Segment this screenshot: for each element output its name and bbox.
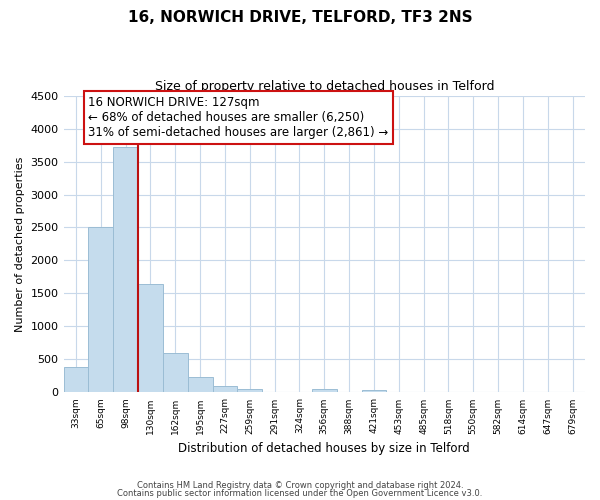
Bar (88, 228, 113, 392)
Bar (312, 389, 337, 392)
Bar (163, 353, 188, 393)
Bar (138, 284, 163, 393)
Bar (113, 147, 138, 392)
Y-axis label: Number of detached properties: Number of detached properties (15, 156, 25, 332)
Text: 16 NORWICH DRIVE: 127sqm
← 68% of detached houses are smaller (6,250)
31% of sem: 16 NORWICH DRIVE: 127sqm ← 68% of detach… (88, 96, 389, 139)
X-axis label: Distribution of detached houses by size in Telford: Distribution of detached houses by size … (178, 442, 470, 455)
Bar (212, 386, 238, 392)
Title: Size of property relative to detached houses in Telford: Size of property relative to detached ho… (155, 80, 494, 93)
Bar (238, 389, 262, 392)
Bar (64, 368, 88, 392)
Bar (362, 390, 386, 392)
Bar (188, 376, 212, 392)
Text: Contains public sector information licensed under the Open Government Licence v3: Contains public sector information licen… (118, 488, 482, 498)
Text: Contains HM Land Registry data © Crown copyright and database right 2024.: Contains HM Land Registry data © Crown c… (137, 481, 463, 490)
Text: 16, NORWICH DRIVE, TELFORD, TF3 2NS: 16, NORWICH DRIVE, TELFORD, TF3 2NS (128, 10, 472, 25)
